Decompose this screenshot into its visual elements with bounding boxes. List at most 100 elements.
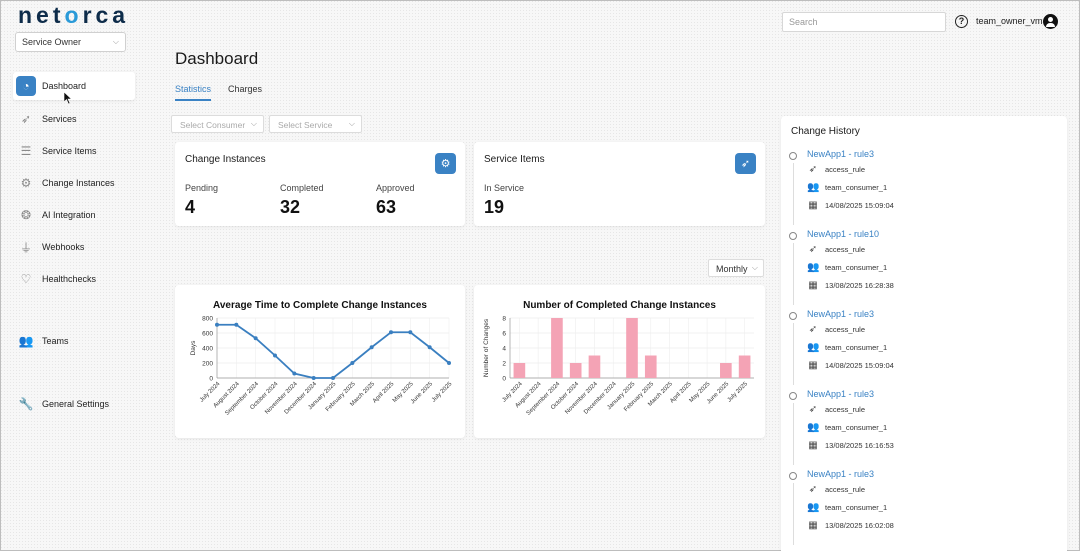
history-entry-link[interactable]: NewApp1 - rule3 [807,469,875,479]
completed-chart-card: Number of Completed Change Instances 0 2 4… [474,285,765,438]
app-logo[interactable]: netorca [18,2,130,28]
sidebar-item-general-settings[interactable]: 🔧 General Settings [13,390,135,418]
history-entry-link[interactable]: NewApp1 - rule3 [807,309,875,319]
chevron-down-icon: ⌵ [751,263,758,272]
tab-charges[interactable]: Charges [228,84,263,94]
search-input[interactable]: Search [782,12,946,32]
data-point [215,322,219,327]
history-entry-link[interactable]: NewApp1 - rule10 [807,229,880,239]
history-entry-date: 13/08/2025 16:28:38 [825,281,894,290]
y-tick-label: 200 [202,361,213,368]
role-select[interactable]: Service Owner ⌵ [15,32,126,52]
history-entry: NewApp1 - rule10 ➶ access_rule 👥 team_cons… [781,229,1067,309]
history-entry-type: access_rule [825,245,866,254]
card-title: Service Items [484,154,545,165]
history-entry-date: 14/08/2025 15:09:04 [825,361,894,370]
history-entry-type-row: ➶ access_rule [807,164,865,175]
gears-icon[interactable]: ⚙ [435,153,456,174]
history-entry-team: team_consumer_1 [825,503,888,512]
card-title: Change Instances [185,154,266,165]
sidebar-item-label: Dashboard [42,81,87,91]
y-tick-label: 800 [202,316,213,323]
history-entry-link[interactable]: NewApp1 - rule3 [807,389,875,399]
data-point [292,371,297,376]
timeline-line [793,243,794,305]
bar [738,355,751,378]
wrench-icon: 🔧 [18,397,34,411]
sidebar-item-healthchecks[interactable]: ♡ Healthchecks [13,265,135,293]
chart-title: Number of Completed Change Instances [523,300,716,311]
sidebar-item-dashboard[interactable]: ◔ Dashboard [13,72,135,100]
rocket-icon: ➶ [808,324,818,335]
sidebar-item-label: Teams [42,336,69,346]
page-title: Dashboard [175,49,259,68]
history-entry-team: team_consumer_1 [825,343,888,352]
account-icon[interactable] [1043,14,1058,29]
data-point [311,376,316,380]
history-entry-date: 13/08/2025 16:16:53 [825,441,894,450]
user-name: team_owner_vm [976,16,1043,26]
period-select[interactable]: Monthly ⌵ [708,259,764,277]
sidebar-item-webhooks[interactable]: ⏚ Webhooks [13,233,135,261]
sidebar-item-label: AI Integration [42,210,96,220]
sidebar-item-label: Change Instances [42,178,115,188]
history-entry-team: team_consumer_1 [825,423,888,432]
bar [551,318,563,378]
bar [644,355,657,378]
users-icon: 👥 [807,422,820,433]
service-select-placeholder: Select Service [278,120,333,130]
rocket-icon: ➶ [20,112,32,126]
users-icon: 👥 [807,342,820,353]
history-entry-link[interactable]: NewApp1 - rule3 [807,149,875,159]
service-items-card: Service Items ➶ In Service 19 [474,142,765,226]
users-icon: 👥 [807,182,820,193]
x-tick-label: September 2024 [224,381,260,417]
data-point [234,322,239,327]
history-entry-date: 14/08/2025 15:09:04 [825,201,894,210]
history-entry-team: team_consumer_1 [825,183,888,192]
y-tick-label: 2 [502,361,506,368]
sidebar-item-ai-integration[interactable]: ❂ AI Integration [13,201,135,229]
consumer-select[interactable]: Select Consumer ⌵ [171,115,264,133]
history-entry-type-row: ➶ access_rule [807,244,865,255]
y-axis-label: Number of Changes [483,318,490,377]
sidebar: netorca Service Owner ⌵ ◔ Dashboard ➶ Se… [0,0,150,551]
history-entry-type: access_rule [825,485,866,494]
history-entry-type: access_rule [825,405,866,414]
users-icon: 👥 [807,262,820,273]
rocket-icon: ➶ [808,244,818,255]
x-tick-label: July 2025 [727,381,750,404]
rocket-icon: ➶ [808,404,818,415]
period-select-value: Monthly [716,264,748,274]
data-point [408,330,413,335]
sidebar-item-change-instances[interactable]: ⚙ Change Instances [13,169,135,197]
sidebar-item-services[interactable]: ➶ Services [13,105,135,133]
calendar-icon: ▦ [808,360,818,371]
history-entry-type: access_rule [825,325,866,334]
x-tick-label: July 2025 [431,381,454,404]
role-select-value: Service Owner [22,37,82,47]
bar [588,355,601,378]
y-tick-label: 0 [209,376,213,383]
sidebar-item-teams[interactable]: 👥 Teams [13,327,135,355]
timeline-line [793,403,794,465]
sidebar-item-label: Service Items [42,146,97,156]
service-select[interactable]: Select Service ⌵ [269,115,362,133]
x-tick-label: September 2024 [526,381,562,417]
rocket-icon[interactable]: ➶ [735,153,756,174]
stat-value-completed: 32 [280,197,301,217]
history-entry-type-row: ➶ access_rule [807,484,865,495]
chevron-down-icon: ⌵ [250,119,257,128]
tab-statistics[interactable]: Statistics [175,84,212,101]
sidebar-item-service-items[interactable]: ☰ Service Items [13,137,135,165]
y-tick-label: 600 [202,331,213,338]
clock-icon [789,472,797,480]
help-icon[interactable]: ? [955,15,968,28]
bar [513,363,526,378]
x-tick-label: December 2024 [583,381,618,416]
stat-label-in-service: In Service [484,183,525,193]
data-point [350,361,355,365]
clock-icon [789,152,797,160]
change-instances-card: Change Instances ⚙ Pending 4 Completed 3… [175,142,465,226]
